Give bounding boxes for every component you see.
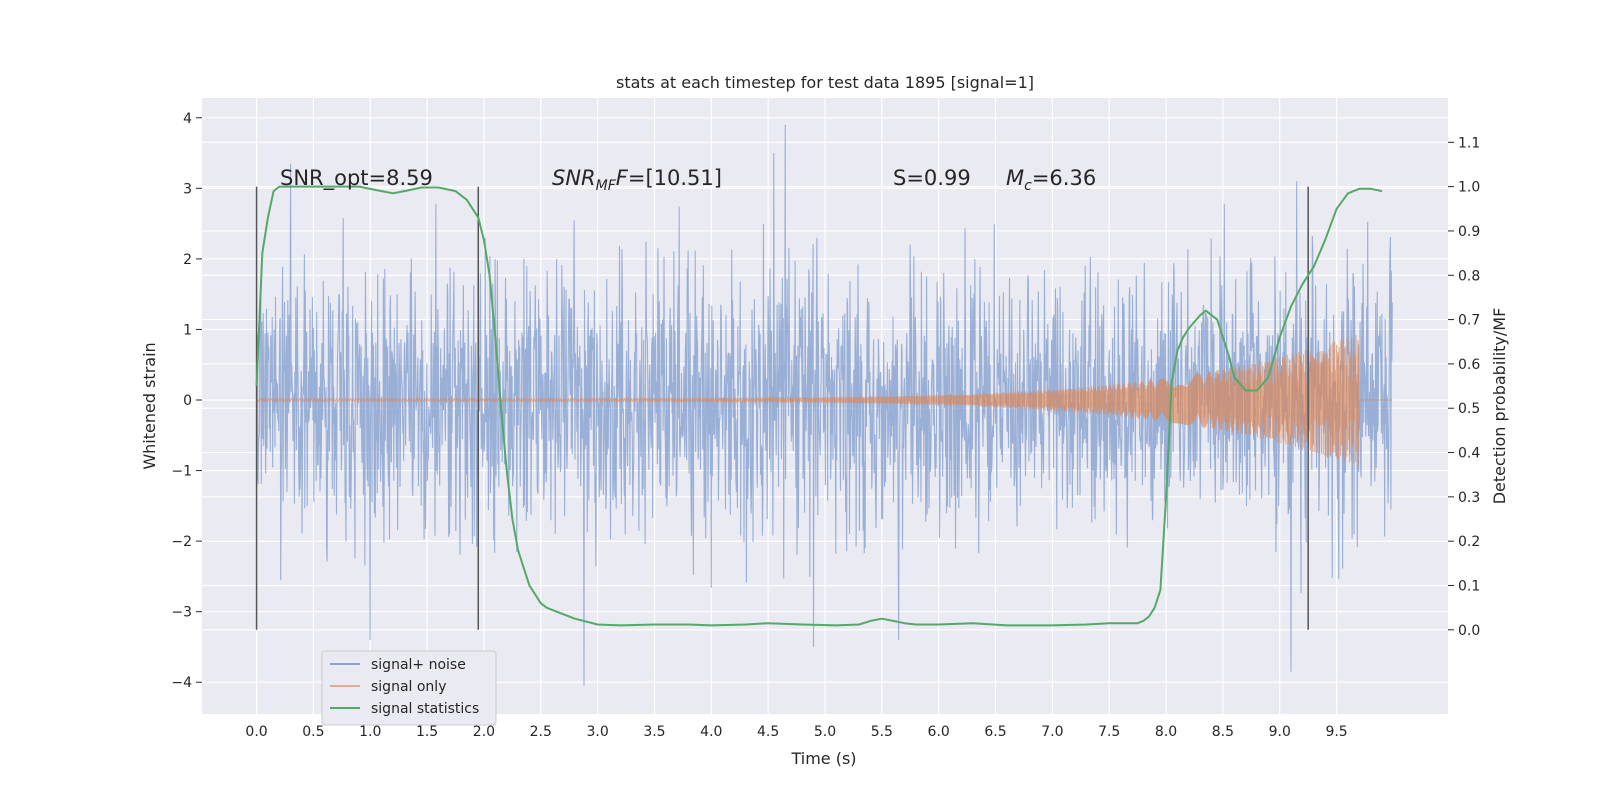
x-tick-label: 8.0	[1155, 724, 1177, 740]
mc-suffix: =6.36	[1032, 166, 1096, 190]
x-tick-label: 3.5	[643, 724, 665, 740]
x-tick-label: 9.0	[1269, 724, 1291, 740]
legend-box	[321, 650, 497, 726]
y-right-tick-label: 0.3	[1458, 490, 1480, 506]
x-tick-label: 5.0	[814, 724, 836, 740]
y-axis-label-left: Whitened strain	[140, 342, 159, 469]
annotation-mc: Mc=6.36	[1006, 166, 1096, 194]
y-left-tick-label: 4	[183, 111, 192, 127]
x-axis-label: Time (s)	[790, 749, 856, 768]
y-left-tick-label: −1	[171, 464, 192, 480]
y-axis-label-right: Detection probability/MF	[1490, 308, 1509, 505]
y-left-tick-label: −3	[171, 605, 192, 621]
x-tick-label: 6.0	[928, 724, 950, 740]
y-left-tick-label: 1	[183, 322, 192, 338]
x-tick-label: 1.5	[416, 724, 438, 740]
mc-prefix: M	[1006, 166, 1024, 190]
annotation-snr-opt: SNR_opt=8.59	[280, 166, 433, 191]
y-right-tick-label: 0.9	[1458, 224, 1480, 240]
x-tick-label: 4.5	[757, 724, 779, 740]
y-left-tick-label: −4	[171, 675, 192, 691]
x-tick-label: 6.5	[984, 724, 1006, 740]
y-left-tick-label: −2	[171, 534, 192, 550]
y-right-tick-label: 0.2	[1458, 534, 1480, 550]
y-right-tick-label: 1.0	[1458, 180, 1480, 196]
series-line-signal-noise	[256, 124, 1393, 686]
signal-statistics-series-layer	[255, 185, 1383, 627]
noise-series-layer	[256, 124, 1393, 686]
y-right-tick-label: 1.1	[1458, 135, 1480, 151]
y-left-tick-label: 3	[183, 181, 192, 197]
y-right-tick-label: 0.4	[1458, 446, 1480, 462]
x-tick-label: 5.5	[871, 724, 893, 740]
legend-label-signal-statistics: signal statistics	[371, 701, 479, 717]
x-tick-label: 0.5	[302, 724, 324, 740]
x-tick-label: 2.5	[530, 724, 552, 740]
x-tick-label: 1.0	[359, 724, 381, 740]
annotation-s-value: S=0.99	[893, 166, 971, 190]
x-tick-label: 3.0	[586, 724, 608, 740]
annotation-snr-mf: SNRMFF=[10.51]	[552, 166, 722, 194]
x-tick-label: 7.0	[1041, 724, 1063, 740]
legend-label-signal-noise: signal+ noise	[371, 657, 466, 673]
snr-mf-subscript: MF	[596, 178, 617, 194]
signal-only-series-layer	[256, 334, 1393, 467]
y-right-tick-label: 0.5	[1458, 401, 1480, 417]
x-tick-label: 9.5	[1325, 724, 1347, 740]
series-line-signal-statistics	[255, 185, 1383, 627]
x-tick-label: 0.0	[245, 724, 267, 740]
snr-mf-f: F	[616, 166, 629, 190]
vertical-lines-layer	[255, 186, 1309, 630]
x-tick-label: 2.0	[473, 724, 495, 740]
x-tick-label: 7.5	[1098, 724, 1120, 740]
mc-subscript: c	[1024, 178, 1032, 194]
y-right-tick-label: 0.6	[1458, 357, 1480, 373]
snr-mf-suffix: =[10.51]	[628, 166, 722, 190]
snr-mf-prefix: SNR	[552, 166, 596, 190]
x-tick-label: 8.5	[1212, 724, 1234, 740]
y-left-tick-label: 2	[183, 252, 192, 268]
y-right-tick-label: 0.0	[1458, 623, 1480, 639]
tick-layer: 0.0 0.5 1.0 1.5 2.0 2.5 3.0 3.5 4.0 4.5 5.0 5.5 6.0 6…	[171, 111, 1480, 740]
y-right-tick-label: 0.1	[1458, 578, 1480, 594]
x-tick-label: 4.0	[700, 724, 722, 740]
legend-label-signal-only: signal only	[371, 679, 446, 695]
series-line-signal-only	[256, 334, 1393, 467]
y-left-tick-label: 0	[183, 393, 192, 409]
y-right-tick-label: 0.8	[1458, 268, 1480, 284]
legend: signal+ noise signal only signal statist…	[321, 650, 497, 726]
chart-title: stats at each timestep for test data 189…	[616, 73, 1034, 92]
y-right-tick-label: 0.7	[1458, 313, 1480, 329]
